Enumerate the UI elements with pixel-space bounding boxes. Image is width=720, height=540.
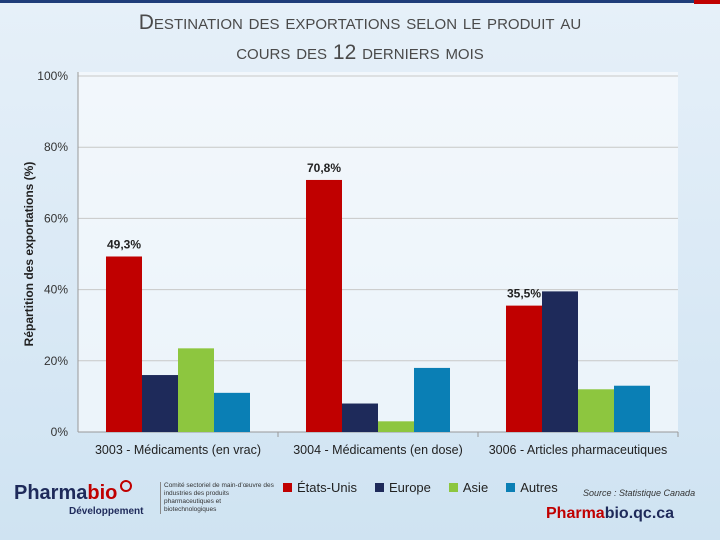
x-tick-label: 3006 - Articles pharmaceutiques (489, 443, 668, 457)
bar-asie-0 (178, 348, 214, 432)
bar-asie-2 (578, 389, 614, 432)
bar-europe-2 (542, 291, 578, 432)
bar-chart: 0% 20% 40% 60% 80% 100% Répartition des export… (22, 69, 679, 457)
bar-autres-0 (214, 392, 250, 432)
source-note: Source : Statistique Canada (583, 488, 696, 498)
website-link[interactable]: Pharmabio.qc.ca (546, 505, 674, 523)
legend-label: Europe (388, 480, 431, 495)
website-link-red: Pharma (546, 505, 605, 522)
y-tick-label: 100% (37, 69, 68, 83)
y-axis-title: Répartition des exportations (%) (22, 162, 36, 347)
bar-europe-0 (142, 375, 178, 432)
y-tick-label: 20% (44, 354, 68, 368)
logo-word-blue: Pharma (14, 482, 88, 504)
bar--tats-unis-0 (106, 256, 142, 432)
chart-title: Destination des exportations selon le pr… (40, 8, 680, 68)
legend-swatch (448, 483, 458, 492)
data-label: 49,3% (107, 237, 141, 251)
legend-item-asie: Asie (448, 480, 489, 495)
logo-committee-text: Comité sectoriel de main-d’œuvre des ind… (160, 482, 274, 514)
legend-swatch (283, 483, 292, 492)
bar-autres-2 (614, 385, 650, 432)
logo-wordmark: Pharmabio (14, 482, 117, 505)
legend-swatch (374, 483, 384, 492)
top-red-accent (694, 0, 720, 4)
logo-word-red: bio (87, 482, 118, 504)
data-label: 70,8% (307, 161, 341, 175)
legend-label: Asie (462, 480, 489, 495)
legend-swatch (506, 483, 516, 492)
y-tick-label: 40% (44, 283, 68, 297)
y-tick-label: 80% (44, 140, 68, 154)
legend-item-autres: Autres (506, 480, 558, 495)
chart-title-line2: cours des 12 derniers mois (236, 41, 484, 64)
pharmabio-logo: Pharmabio Développement Comité sectoriel… (14, 480, 274, 520)
y-tick-label: 0% (51, 425, 69, 439)
data-label: 35,5% (507, 287, 541, 301)
chart-title-line1: Destination des exportations selon le pr… (138, 11, 582, 34)
x-tick-label: 3004 - Médicaments (en dose) (293, 443, 463, 457)
bar-asie-1 (378, 421, 414, 432)
bar-europe-1 (342, 403, 378, 432)
bar--tats-unis-1 (306, 179, 342, 432)
top-decoration (0, 0, 720, 4)
bar-autres-1 (414, 367, 450, 432)
bar--tats-unis-2 (506, 305, 542, 432)
logo-molecule-icon (120, 480, 132, 492)
chart-legend: États-Unis Europe Asie Autres (283, 480, 558, 495)
y-tick-label: 60% (44, 211, 68, 225)
legend-label: Autres (520, 480, 558, 495)
x-tick-label: 3003 - Médicaments (en vrac) (95, 443, 261, 457)
legend-item-europe: Europe (374, 480, 431, 495)
legend-label: États-Unis (297, 480, 357, 495)
website-link-rest: bio.qc.ca (604, 505, 675, 522)
legend-item-etats-unis: États-Unis (283, 480, 357, 495)
logo-subtitle: Développement (69, 506, 144, 517)
top-blue-line (0, 0, 720, 3)
